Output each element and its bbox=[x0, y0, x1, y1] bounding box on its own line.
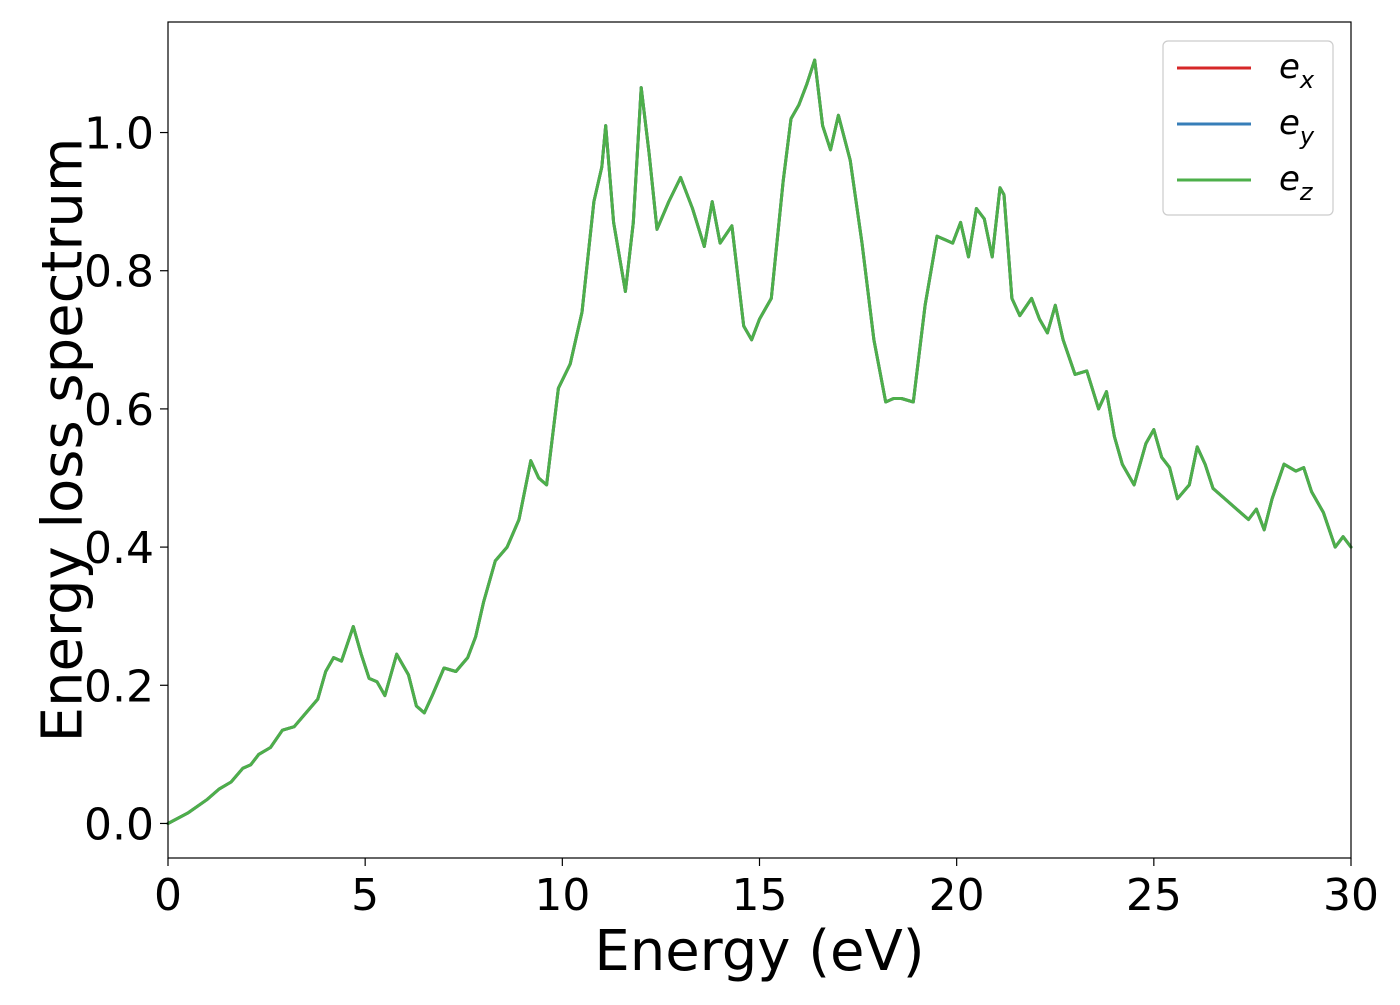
x-tick-label: 0 bbox=[154, 870, 182, 921]
legend-entry: ex bbox=[1177, 47, 1315, 94]
x-axis-ticks: 0 5 10 15 20 25 30 bbox=[154, 858, 1379, 921]
legend-label-base: e bbox=[1279, 159, 1300, 199]
legend-label: ez bbox=[1279, 159, 1314, 206]
legend-label-subscript: y bbox=[1299, 122, 1315, 150]
y-tick-label: 0.4 bbox=[84, 523, 154, 574]
x-tick-label: 5 bbox=[351, 870, 379, 921]
legend-label-subscript: x bbox=[1299, 66, 1315, 94]
y-axis-title: Energy loss spectrum bbox=[31, 138, 96, 743]
legend-entry: ey bbox=[1177, 103, 1315, 150]
x-tick-label: 10 bbox=[534, 870, 590, 921]
legend-box bbox=[1162, 40, 1334, 216]
x-tick-label: 30 bbox=[1323, 870, 1379, 921]
y-tick-label: 0.0 bbox=[84, 799, 154, 850]
y-tick-label: 0.2 bbox=[84, 661, 154, 712]
legend-label: ey bbox=[1279, 103, 1315, 150]
x-axis-title: Energy (eV) bbox=[594, 919, 924, 984]
x-tick-label: 25 bbox=[1126, 870, 1182, 921]
series-line-z bbox=[166, 58, 1353, 825]
legend-label-base: e bbox=[1279, 103, 1300, 143]
legend-label-base: e bbox=[1279, 47, 1300, 87]
series-layer bbox=[166, 58, 1353, 825]
y-tick-label: 1.0 bbox=[84, 109, 154, 160]
legend-label: ex bbox=[1279, 47, 1315, 94]
y-tick-label: 0.8 bbox=[84, 247, 154, 298]
x-tick-label: 15 bbox=[732, 870, 788, 921]
legend-entry: ez bbox=[1177, 159, 1314, 206]
y-axis-ticks: 0.0 0.2 0.4 0.6 0.8 1.0 bbox=[84, 109, 168, 850]
y-tick-label: 0.6 bbox=[84, 385, 154, 436]
legend-label-subscript: z bbox=[1299, 178, 1314, 206]
x-tick-label: 20 bbox=[929, 870, 985, 921]
